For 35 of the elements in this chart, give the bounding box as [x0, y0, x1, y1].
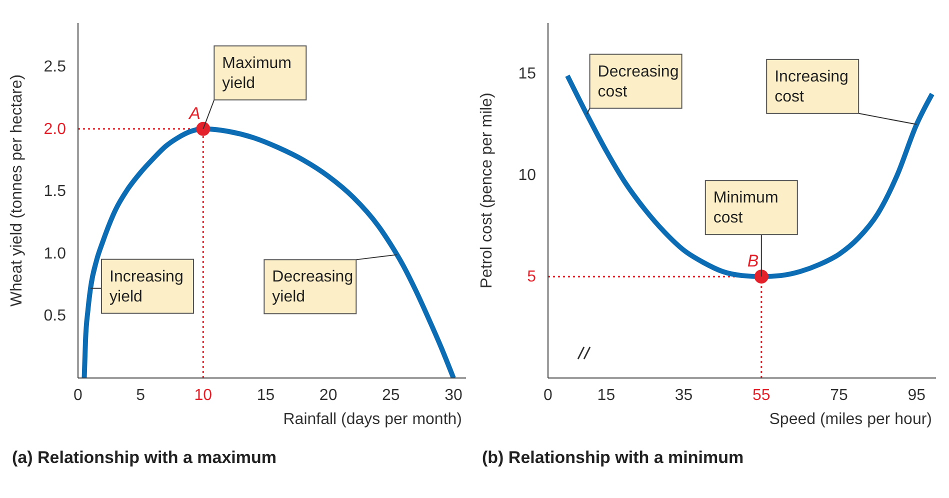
y-tick-label: 5 — [527, 268, 536, 286]
annotation: Maximum yield — [222, 54, 292, 92]
x-tick-label: 0 — [74, 387, 83, 404]
x-tick-label: 15 — [256, 387, 275, 404]
annotation: Increasing cost — [774, 68, 848, 106]
y-tick-label: 2.0 — [44, 120, 66, 138]
text: (b) Relationship with a minimum — [482, 448, 745, 468]
series-label: A — [188, 104, 201, 123]
x-tick-label: 95 — [908, 387, 926, 404]
y-tick-label: 1.0 — [44, 245, 66, 262]
x-tick-label: 35 — [674, 387, 693, 404]
series-label: B — [747, 252, 759, 271]
x-tick-label: 15 — [597, 387, 616, 404]
y-axis-title: Petrol cost (pence per mile) — [478, 92, 496, 288]
y-tick-label: 0.5 — [44, 308, 66, 325]
y-tick-label: 2.5 — [44, 58, 66, 76]
annotation: Increasing yield — [110, 268, 184, 306]
annotation: Decreasing yield — [272, 268, 354, 306]
x-tick-label: 5 — [136, 387, 146, 404]
x-axis-title: Speed (miles per hour) — [769, 411, 932, 428]
y-tick-label: 1.5 — [44, 183, 66, 200]
x-axis-title: Rainfall (days per month) — [283, 411, 462, 428]
annotation: Minimum cost — [713, 190, 778, 227]
x-tick-label: 55 — [752, 387, 770, 404]
x-tick-label: 20 — [319, 387, 338, 404]
text: (a) Relationship with a maximum — [12, 448, 278, 468]
annotation: Decreasing cost — [598, 63, 679, 100]
y-tick-label: 10 — [518, 167, 536, 184]
x-tick-label: 30 — [444, 387, 462, 404]
x-tick-label: 0 — [544, 387, 553, 404]
y-axis-title: Wheat yield (tonnes per hectare) — [8, 74, 26, 307]
y-tick-label: 15 — [518, 66, 536, 83]
x-tick-label: 75 — [830, 387, 848, 404]
x-tick-label: 10 — [194, 387, 212, 404]
x-tick-label: 25 — [382, 387, 400, 404]
